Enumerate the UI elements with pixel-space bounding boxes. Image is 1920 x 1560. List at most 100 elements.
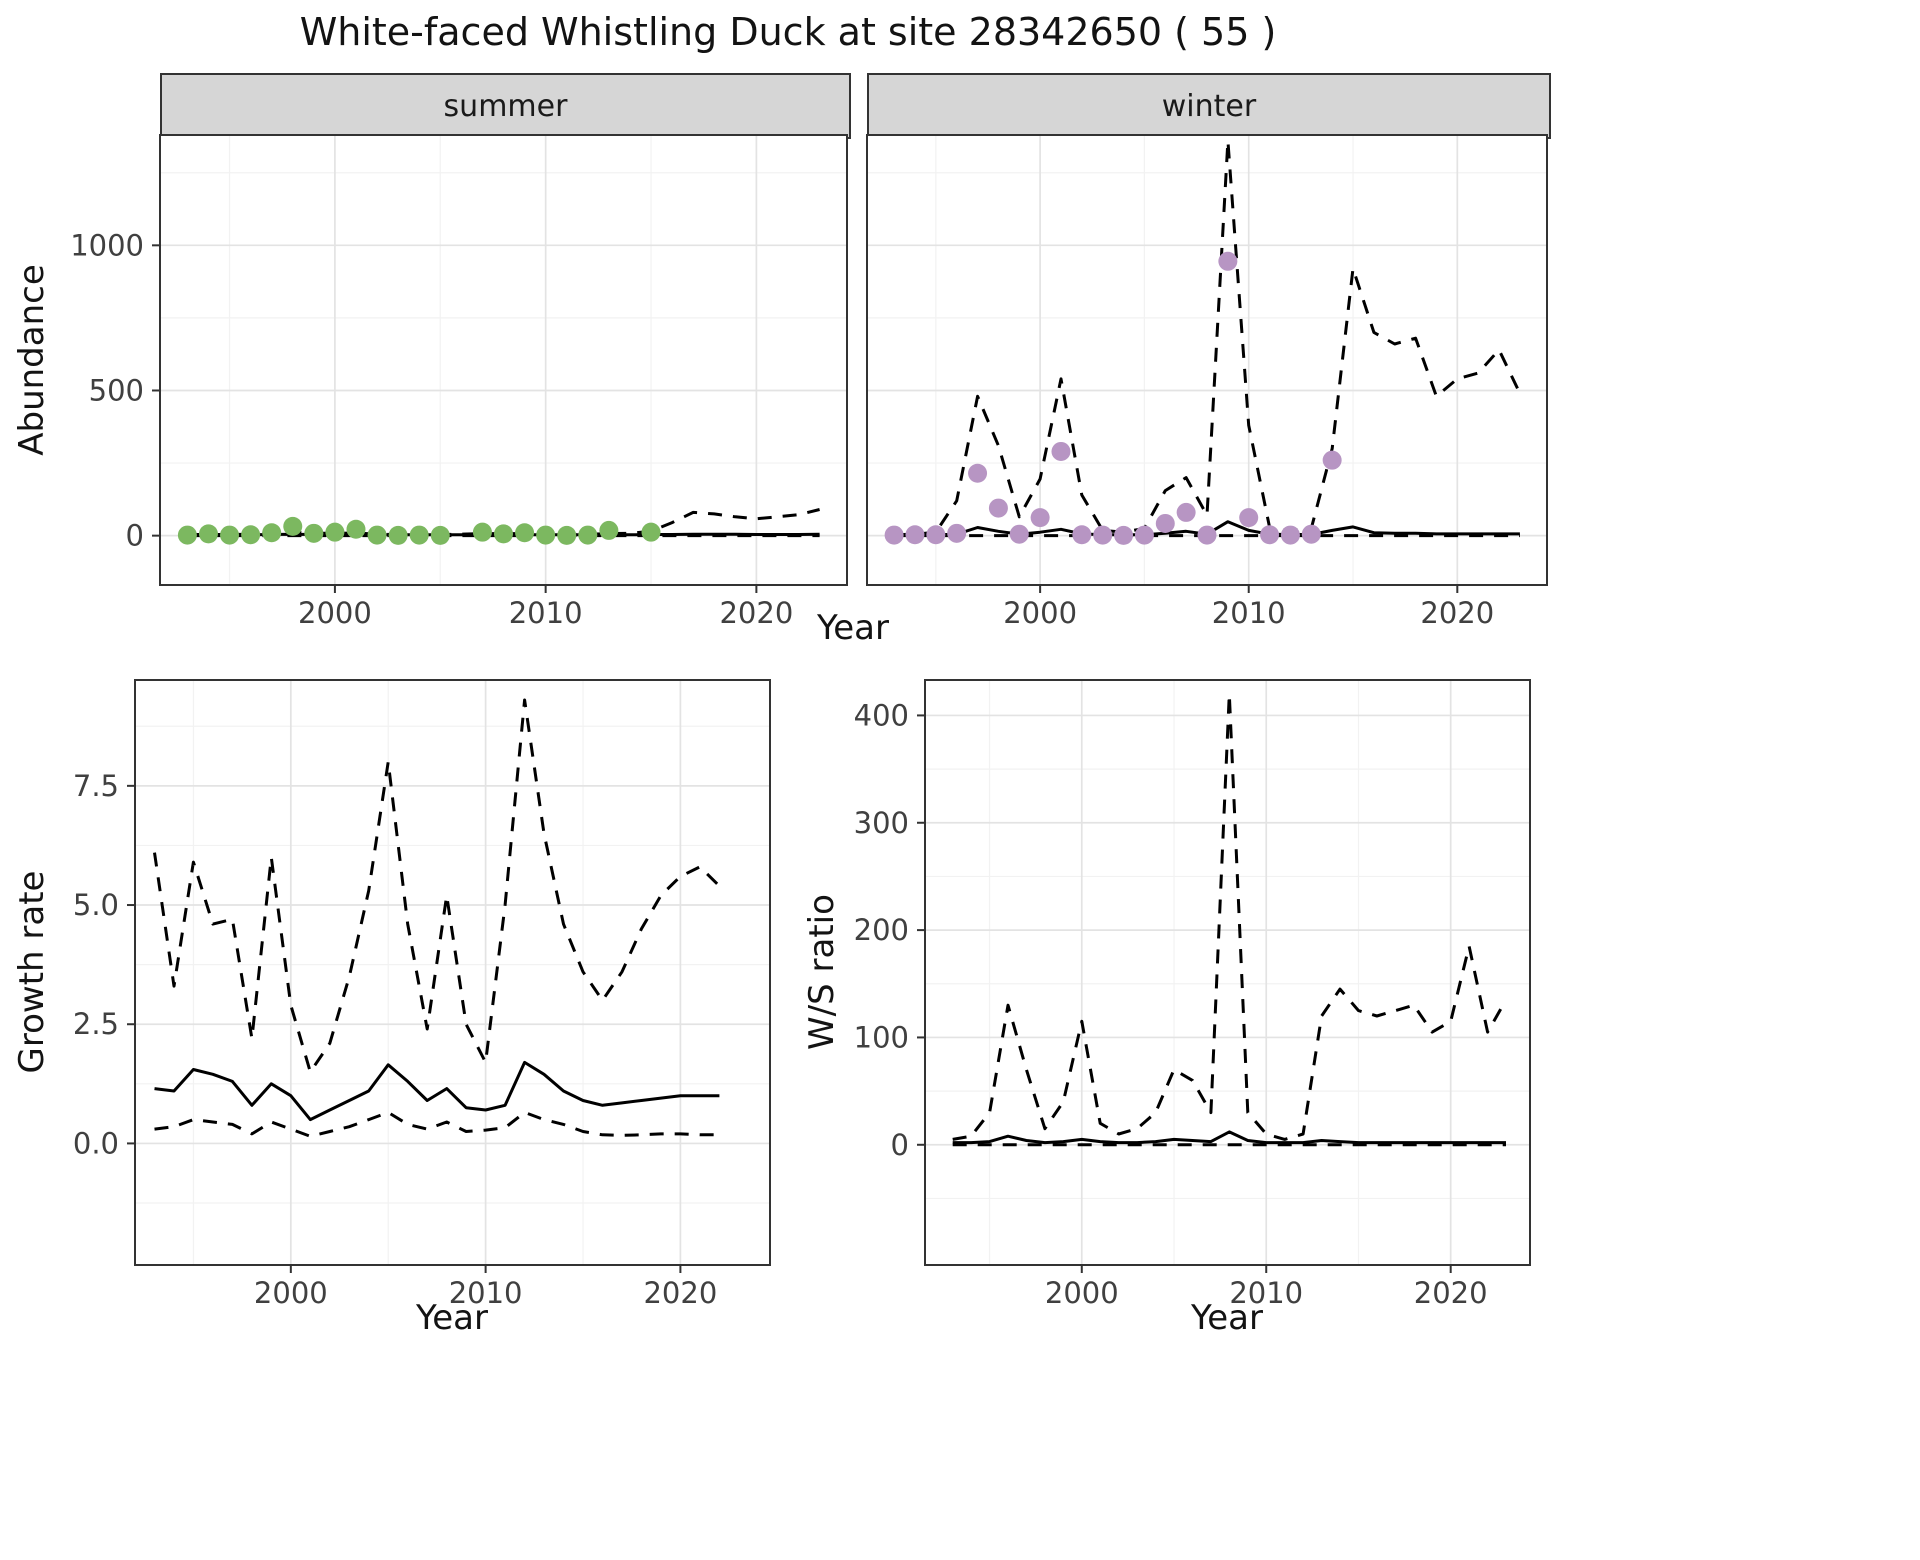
x-tick-label: 2020 — [643, 1276, 717, 1310]
facet-strip-winter-label: winter — [1161, 88, 1257, 124]
y-tick-label: 500 — [89, 373, 144, 407]
data-point — [1218, 251, 1238, 271]
top-x-axis-title: Year — [817, 608, 889, 648]
abundance-axis-title: Abundance — [12, 264, 52, 456]
data-point — [988, 498, 1008, 518]
data-point — [1072, 525, 1092, 545]
data-point — [1301, 524, 1321, 544]
data-point — [177, 525, 197, 545]
y-tick-label: 200 — [854, 913, 909, 947]
series-ci_upper — [894, 139, 1522, 537]
panel-border — [866, 134, 1548, 586]
data-point — [515, 523, 535, 543]
x-tick-label: 2010 — [449, 1276, 523, 1310]
axis-ticks: 2000 2010 2020 — [1003, 585, 1494, 630]
facet-strip-summer-label: summer — [443, 88, 568, 124]
data-point — [220, 525, 240, 545]
panel-border — [134, 679, 771, 1266]
data-line-dashed — [894, 139, 1522, 537]
data-point — [1239, 508, 1259, 528]
growth-rate-panel: 2000 2010 2020 0.0 2.5 5.0 7.5 — [73, 679, 771, 1310]
data-point — [947, 523, 967, 543]
data-point — [536, 525, 556, 545]
data-point — [1197, 525, 1217, 545]
growth-rate-axis-title: Growth rate — [12, 870, 52, 1074]
x-tick-label: 2020 — [1420, 596, 1494, 630]
series-model_mean — [952, 1130, 1506, 1145]
data-point — [409, 525, 429, 545]
data-point — [1155, 513, 1175, 533]
abundance-summer-panel: 2000 2010 2020 0 500 1000 — [70, 134, 848, 630]
panel-background — [160, 135, 847, 585]
series-observed_counts — [884, 251, 1342, 545]
data-point — [1134, 525, 1154, 545]
ws-ratio-panel: 2000 2010 2020 0 100 200 300 400 — [854, 679, 1531, 1310]
data-line-dashed — [153, 698, 721, 1074]
data-point — [346, 519, 366, 539]
data-point — [388, 525, 408, 545]
y-tick-label: 0 — [891, 1128, 909, 1162]
growth-x-axis-title: Year — [416, 1298, 488, 1338]
data-point — [968, 463, 988, 483]
data-point — [578, 525, 598, 545]
x-tick-label: 2020 — [719, 596, 793, 630]
data-line-solid — [154, 1060, 720, 1122]
ws-ratio-axis-title: W/S ratio — [802, 894, 842, 1050]
y-tick-label: 300 — [854, 806, 909, 840]
data-point — [1176, 502, 1196, 522]
x-tick-label: 2000 — [298, 596, 372, 630]
series-ci_lower — [154, 1110, 720, 1138]
data-point — [926, 525, 946, 545]
data-point — [1009, 524, 1029, 544]
data-point — [1260, 525, 1280, 545]
data-line-dashed — [952, 692, 1508, 1141]
axis-ticks: 2000 2010 2020 0 100 200 300 400 — [854, 698, 1488, 1310]
y-tick-label: 100 — [854, 1020, 909, 1054]
ws-x-axis-title: Year — [1191, 1298, 1263, 1338]
y-tick-label: 7.5 — [73, 769, 119, 803]
series-observed_counts — [177, 516, 661, 545]
y-tick-label: 1000 — [70, 228, 144, 262]
facet-strip-summer: summer — [160, 73, 851, 139]
data-point — [283, 516, 303, 536]
data-point — [198, 524, 218, 544]
x-tick-label: 2000 — [254, 1276, 328, 1310]
data-point — [1280, 525, 1300, 545]
x-tick-label: 2000 — [1003, 596, 1077, 630]
data-point — [1093, 525, 1113, 545]
grid-lines — [925, 680, 1530, 1265]
panel-background — [925, 680, 1530, 1265]
axis-ticks: 2000 2010 2020 0.0 2.5 5.0 7.5 — [73, 769, 717, 1310]
data-point — [905, 525, 925, 545]
panel-background — [135, 680, 770, 1265]
data-point — [884, 525, 904, 545]
data-point — [367, 525, 387, 545]
x-tick-label: 2000 — [1045, 1276, 1119, 1310]
data-line-dashed — [154, 1110, 720, 1138]
plot-title: White-faced Whistling Duck at site 28342… — [299, 10, 1277, 54]
data-point — [262, 523, 282, 543]
data-point — [494, 524, 513, 544]
data-point — [557, 525, 577, 545]
grid-lines — [135, 680, 770, 1265]
x-tick-label: 2010 — [1212, 596, 1286, 630]
series-model_mean — [154, 1060, 720, 1122]
abundance-winter-panel: 2000 2010 2020 — [866, 134, 1548, 630]
y-tick-label: 5.0 — [73, 888, 119, 922]
y-tick-label: 0 — [126, 519, 144, 553]
data-point — [1051, 441, 1071, 461]
data-point — [599, 520, 619, 540]
facet-strip-winter: winter — [867, 73, 1551, 139]
x-tick-label: 2010 — [1229, 1276, 1303, 1310]
series-ci_upper — [952, 692, 1508, 1141]
y-tick-label: 2.5 — [73, 1007, 119, 1041]
x-tick-label: 2020 — [1414, 1276, 1488, 1310]
panel-background — [867, 135, 1547, 585]
data-point — [1030, 508, 1050, 528]
y-tick-label: 0.0 — [73, 1126, 119, 1160]
data-point — [241, 525, 261, 545]
data-point — [304, 523, 324, 543]
y-tick-label: 400 — [854, 698, 909, 732]
data-point — [641, 522, 661, 542]
